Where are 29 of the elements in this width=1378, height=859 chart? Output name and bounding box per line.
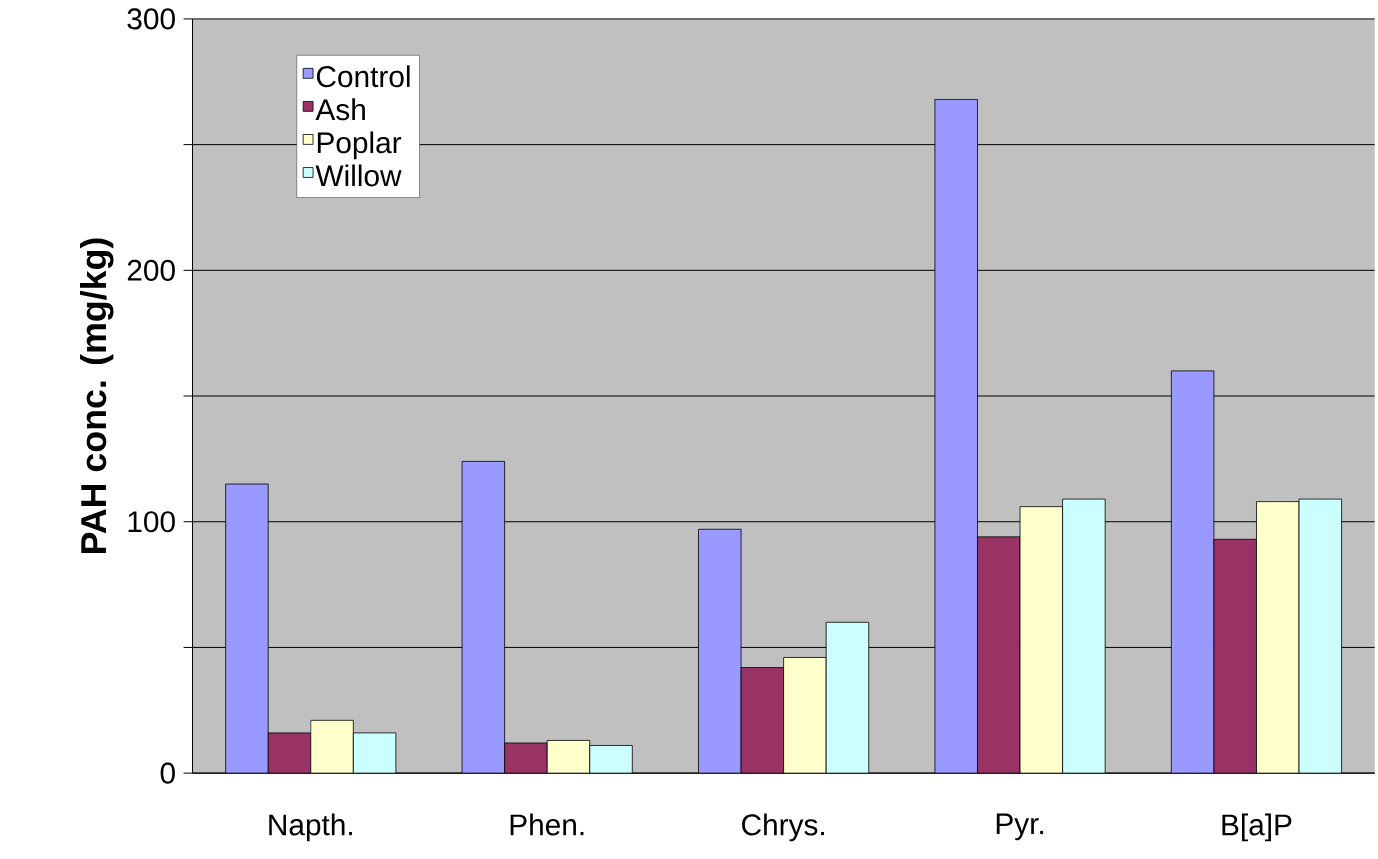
bar	[504, 742, 548, 774]
x-tick-label: Napth.	[269, 813, 352, 842]
bar	[225, 483, 269, 774]
bar	[740, 667, 785, 774]
bar	[1298, 498, 1342, 774]
y-tick-label: 100	[128, 511, 175, 533]
bar	[698, 528, 742, 774]
y-tick-label: 300	[127, 8, 175, 30]
legend-label: Ash	[315, 98, 365, 121]
y-axis-title: PAH conc. (mg/kg)	[80, 238, 114, 554]
legend-label: Willow	[315, 164, 402, 187]
bar	[352, 732, 397, 774]
bar	[1062, 498, 1106, 774]
bar	[1170, 370, 1215, 774]
x-tick-label: Pyr.	[996, 813, 1044, 841]
bar	[934, 99, 978, 774]
legend-label: Poplar	[317, 131, 402, 160]
bar	[589, 745, 633, 774]
x-tick-label: B[a]P	[1222, 813, 1292, 842]
y-tick-label: 200	[127, 259, 175, 281]
legend-label: Control	[316, 65, 410, 88]
x-tick-label: Phen.	[510, 813, 584, 836]
bar	[1213, 538, 1257, 774]
bar	[461, 461, 506, 774]
y-tick-label: 0	[160, 762, 175, 784]
bar	[825, 621, 870, 774]
bar	[267, 732, 312, 774]
x-tick-label: Chrys.	[742, 813, 824, 842]
bar	[977, 536, 1021, 774]
